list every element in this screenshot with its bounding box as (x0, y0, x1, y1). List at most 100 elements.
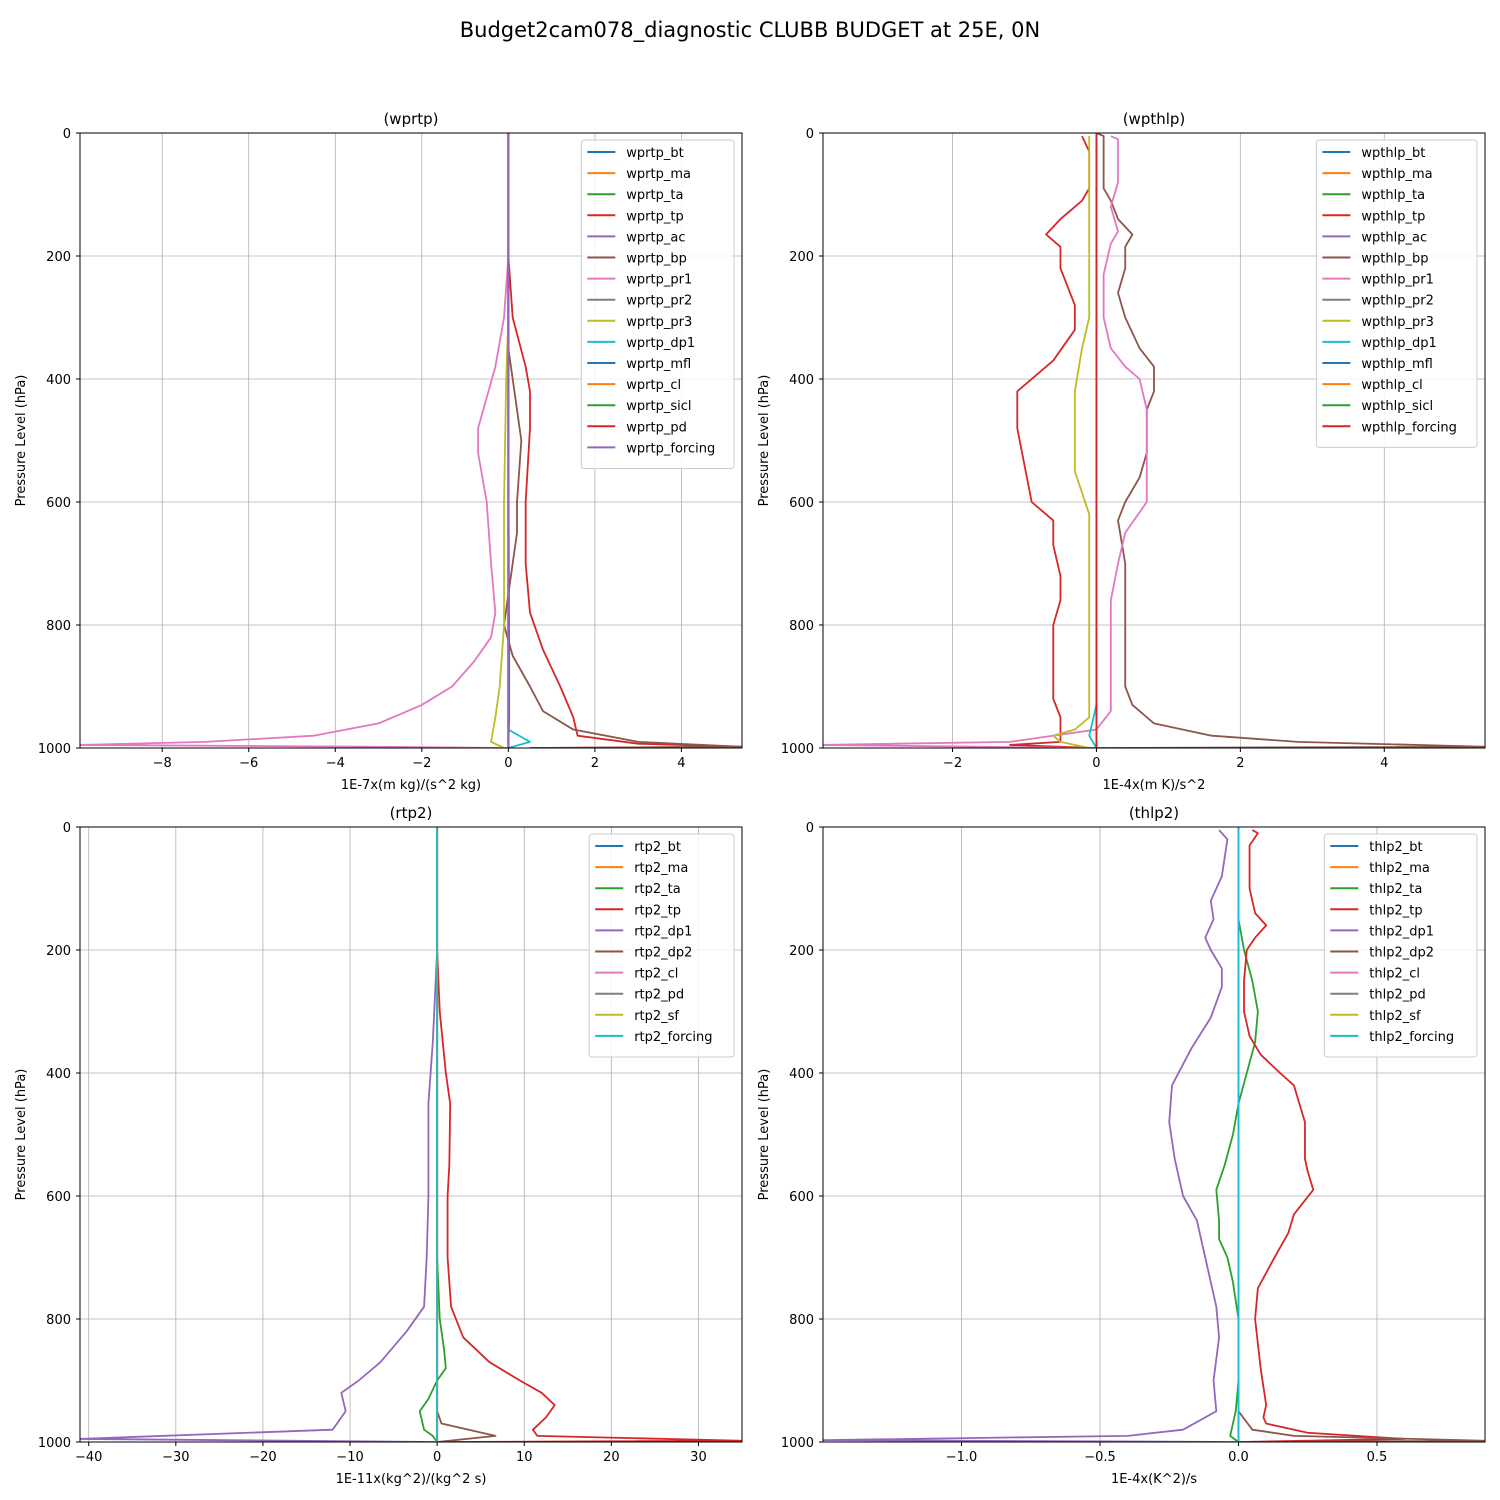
legend-entry: wpthlp_sicl (1361, 399, 1433, 414)
y-tick-label: 200 (46, 944, 71, 959)
plot-frame (822, 826, 1486, 1443)
series-group (823, 827, 1485, 1442)
series-line-thlp2_tp (1238, 829, 1406, 1442)
panel-2: −40 −30 −20 −10 0 10 20 30 0 200 400 600 800 1000 (rtp… (14, 804, 743, 1487)
panel-3: −1.0 −0.5 0.0 0.5 0 200 400 600 800 1000 (thlp2) 1E… (757, 804, 1486, 1487)
legend-entry: thlp2_cl (1369, 967, 1420, 982)
x-tick-label: −40 (75, 1450, 102, 1465)
y-axis-label: Pressure Level (hPa) (14, 1069, 29, 1201)
plot-frame (79, 132, 743, 749)
legend-entry: rtp2_ma (634, 861, 688, 876)
legend-entry: wpthlp_pr1 (1361, 273, 1433, 288)
y-tick-label: 1000 (38, 742, 71, 757)
x-tick-label: 0 (433, 1450, 441, 1465)
y-tick-label: 1000 (38, 1436, 71, 1451)
legend: thlp2_bt thlp2_ma thlp2_ta thlp2_tp thlp2_dp… (1323, 833, 1478, 1058)
y-tick-label: 800 (46, 619, 71, 634)
y-tick-label: 0 (806, 821, 814, 836)
panel-title: (wprtp) (383, 110, 438, 128)
legend-entry: thlp2_tp (1369, 903, 1422, 918)
legend-entry: rtp2_cl (634, 967, 678, 982)
panel-title: (thlp2) (1129, 804, 1179, 822)
x-tick-label: 0.0 (1228, 1450, 1249, 1465)
legend-entry: wpthlp_bp (1361, 252, 1428, 267)
legend-entry: wprtp_pr3 (626, 315, 692, 330)
legend-entry: rtp2_dp1 (634, 924, 692, 939)
legend-entry: wprtp_ta (626, 188, 683, 203)
legend: wpthlp_bt wpthlp_ma wpthlp_ta wpthlp_tpwpth… (1315, 139, 1478, 448)
legend-box (1323, 833, 1478, 1058)
panel-title: (wpthlp) (1123, 110, 1186, 128)
panels: −8 −6 −4 −2 0 2 402004006008001000(wprtp)1E-7x… (14, 110, 1486, 1487)
x-tick-label: 4 (677, 756, 685, 771)
y-tick-label: 0 (806, 127, 814, 142)
y-tick-label: 400 (46, 373, 71, 388)
x-tick-label: 2 (591, 756, 599, 771)
x-tick-label: −1.0 (946, 1450, 978, 1465)
y-tick-label: 800 (46, 1313, 71, 1328)
x-tick-label: 4 (1380, 756, 1388, 771)
x-tick-label: 2 (1236, 756, 1244, 771)
figure-title: Budget2cam078_diagnostic CLUBB BUDGET at… (460, 18, 1040, 43)
legend-entry: thlp2_ta (1369, 882, 1422, 897)
series-line-rtp2_dp1 (80, 827, 439, 1442)
series-group (80, 827, 742, 1442)
series-group (80, 133, 742, 748)
legend-box (580, 139, 735, 469)
y-tick-label: 1000 (781, 742, 814, 757)
x-tick-label: 20 (603, 1450, 620, 1465)
legend-entry: thlp2_ma (1369, 861, 1430, 876)
x-tick-label: 30 (690, 1450, 707, 1465)
legend: wprtp_bt wprtp_ma wprtp_ta wprtp_tp wprtp_ac… (580, 139, 735, 469)
legend-entry: wprtp_pd (626, 420, 687, 435)
legend-entry: rtp2_pd (634, 988, 684, 1003)
legend-entry: rtp2_ta (634, 882, 681, 897)
x-tick-label: −8 (153, 756, 172, 771)
legend-entry: wpthlp_dp1 (1361, 336, 1436, 351)
legend-entry: rtp2_dp2 (634, 946, 692, 961)
series-line-thlp2_dp1 (823, 829, 1239, 1442)
series-line-wpthlp_tp (1009, 135, 1097, 748)
legend-entry: thlp2_bt (1369, 840, 1422, 855)
y-tick-label: 200 (789, 944, 814, 959)
legend-entry: wprtp_bp (626, 252, 687, 267)
y-tick-label: 600 (46, 496, 71, 511)
x-axis-label: 1E-4x(m K)/s^2 (1103, 778, 1206, 793)
y-tick-label: 200 (46, 250, 71, 265)
x-axis-label: 1E-7x(m kg)/(s^2 kg) (341, 778, 481, 793)
legend-entry: wpthlp_tp (1361, 209, 1425, 224)
legend-entry: wprtp_bt (626, 146, 683, 161)
y-tick-label: 800 (789, 619, 814, 634)
series-line-rtp2_tp (436, 827, 742, 1442)
x-tick-label: 0 (504, 756, 512, 771)
legend-entry: thlp2_forcing (1369, 1030, 1454, 1045)
y-tick-label: 0 (63, 821, 71, 836)
legend-entry: wpthlp_forcing (1361, 420, 1456, 435)
x-tick-label: −2 (943, 756, 962, 771)
panel-0: −8 −6 −4 −2 0 2 4 0 200 400 600 800 1000 (wprtp) 1E-7x… (14, 110, 743, 793)
y-tick-label: 0 (63, 127, 71, 142)
x-tick-label: −10 (336, 1450, 363, 1465)
series-group (823, 133, 1485, 748)
x-tick-label: 0 (1092, 756, 1100, 771)
legend-entry: wpthlp_mfl (1361, 357, 1432, 372)
legend-entry: wprtp_pr2 (626, 294, 692, 309)
legend-entry: wprtp_ac (626, 230, 685, 245)
y-tick-label: 400 (46, 1067, 71, 1082)
legend-entry: wpthlp_pr3 (1361, 315, 1433, 330)
legend-entry: wprtp_sicl (626, 399, 691, 414)
series-line-wprtp_tp (507, 133, 742, 748)
legend-entry: thlp2_pd (1369, 988, 1425, 1003)
legend-entry: wpthlp_ac (1361, 230, 1427, 245)
x-tick-label: −4 (326, 756, 345, 771)
legend-entry: wprtp_dp1 (626, 336, 695, 351)
legend-entry: thlp2_dp2 (1369, 946, 1434, 961)
legend-entry: rtp2_sf (634, 1009, 679, 1024)
x-tick-label: −2 (412, 756, 431, 771)
y-axis-label: Pressure Level (hPa) (757, 375, 772, 507)
x-axis-label: 1E-4x(K^2)/s (1111, 1472, 1197, 1487)
legend-entry: rtp2_forcing (634, 1030, 712, 1045)
y-tick-label: 600 (46, 1190, 71, 1205)
legend-entry: wpthlp_ma (1361, 167, 1432, 182)
legend-box (1315, 139, 1478, 448)
